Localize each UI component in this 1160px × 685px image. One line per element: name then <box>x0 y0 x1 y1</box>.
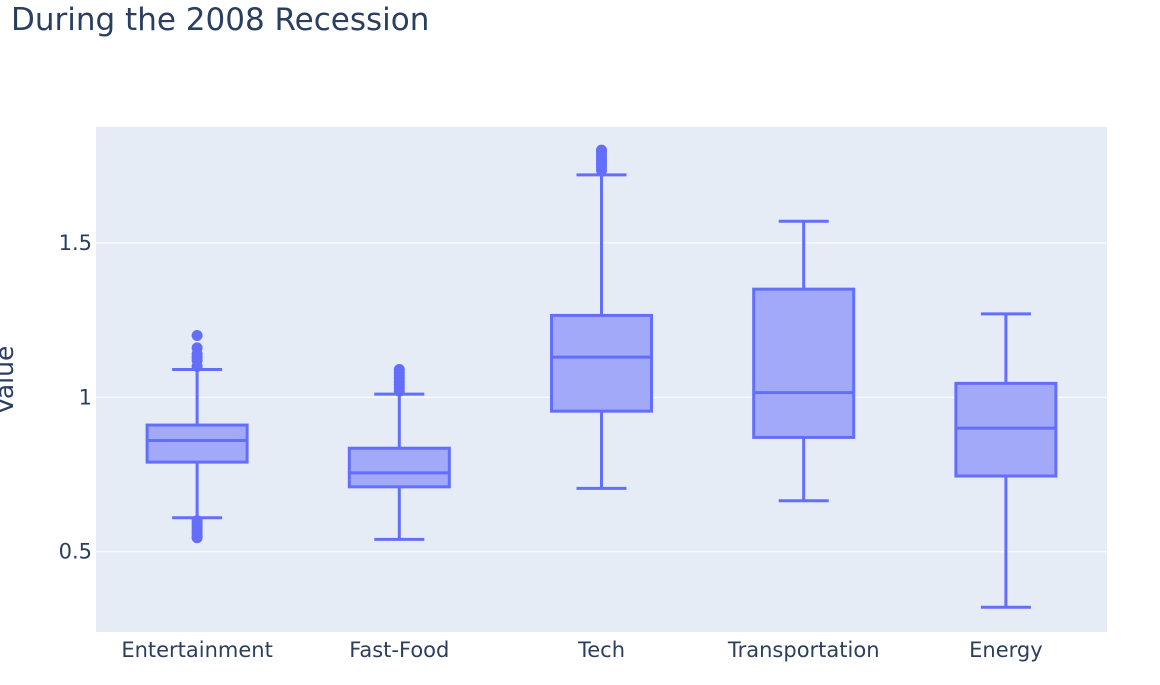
iqr-box <box>954 381 1058 478</box>
box-entertainment <box>145 329 249 544</box>
box-tech <box>550 144 653 490</box>
outlier-point <box>393 363 405 375</box>
box-series <box>145 144 1058 609</box>
x-tick-label: Tech <box>577 638 625 662</box>
x-tick-label: Fast-Food <box>349 638 449 662</box>
y-axis-label: Value <box>0 346 19 415</box>
outlier-point <box>191 532 203 544</box>
iqr-box <box>550 313 653 413</box>
x-tick-label: Entertainment <box>121 638 273 662</box>
y-tick-label: 1 <box>79 385 92 409</box>
iqr-box <box>347 446 451 489</box>
iqr-box <box>752 287 856 439</box>
x-tick-label: Transportation <box>727 638 880 662</box>
x-axis: Entertainment Fast-Food Tech Transportation… <box>121 638 1042 662</box>
chart-title: During the 2008 Recession <box>11 2 430 38</box>
outlier-point <box>191 342 203 354</box>
y-tick-label: 1.5 <box>59 231 92 255</box>
box-transportation <box>752 219 856 503</box>
y-axis: 0.5 1 1.5 <box>59 231 92 564</box>
y-tick-label: 0.5 <box>59 540 92 564</box>
box-energy <box>954 312 1058 609</box>
outlier-point <box>191 329 203 341</box>
x-tick-label: Energy <box>969 638 1043 662</box>
box-fast-food <box>347 363 451 541</box>
iqr-box <box>145 423 249 464</box>
outlier-point <box>596 144 607 156</box>
